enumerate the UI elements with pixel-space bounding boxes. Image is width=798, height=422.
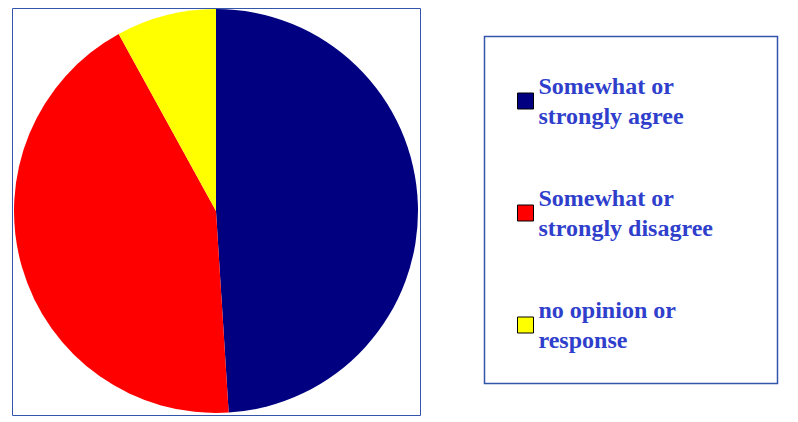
svg-text:response: response: [539, 327, 628, 353]
svg-text:strongly disagree: strongly disagree: [539, 215, 714, 241]
svg-text:Somewhat or: Somewhat or: [539, 73, 680, 99]
svg-text:strongly agree: strongly agree: [539, 103, 684, 129]
svg-text:no opinion or: no opinion or: [539, 297, 682, 323]
svg-text:Somewhat or: Somewhat or: [539, 185, 680, 211]
